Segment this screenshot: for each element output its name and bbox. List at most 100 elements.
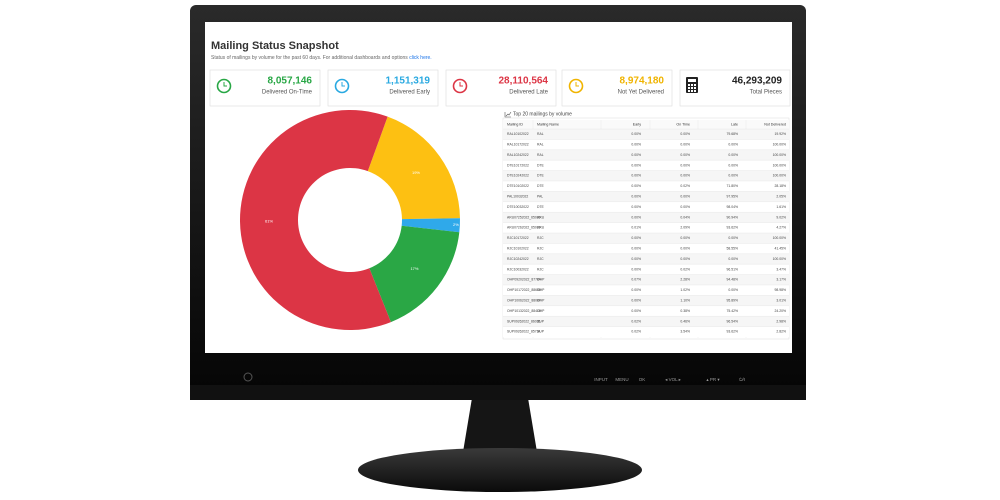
power-indicator <box>243 372 253 382</box>
table-cell: 100.00% <box>773 142 786 146</box>
table-cell: OHP <box>537 278 545 282</box>
table-cell: PAL10032022 <box>507 194 528 198</box>
table-cell: 93.62% <box>727 330 739 334</box>
donut-slice <box>401 218 460 233</box>
table-cell: 0.00% <box>631 236 641 240</box>
table-cell: RJC10172022 <box>507 236 529 240</box>
table-cell: 96.54% <box>727 319 739 323</box>
table-cell: 100.00% <box>773 163 786 167</box>
table-cell: DTE <box>537 184 545 188</box>
table-cell: 0.00% <box>728 288 738 292</box>
table-cell: 100.00% <box>773 257 786 261</box>
donut-slice <box>367 116 460 220</box>
table-cell: SUP <box>537 330 545 334</box>
kpi-card <box>445 69 557 107</box>
table-cell: RJC <box>537 267 544 271</box>
table-cell: 19.92% <box>775 132 787 136</box>
table-cell: RAL10172022 <box>507 142 529 146</box>
kpi-icon-hand <box>575 82 579 87</box>
table-cell: DTE <box>537 174 545 178</box>
slice-label: 17% <box>410 266 418 271</box>
table-cell: RJC10032022 <box>507 267 529 271</box>
kpi-value: 46,293,209 <box>732 76 782 87</box>
slice-label: 2% <box>453 222 459 227</box>
table-cell: OHP09202022_87784 <box>507 278 541 282</box>
table-cell: RAL <box>537 132 544 136</box>
bezel-button: ▴ PR ▾ <box>706 377 720 382</box>
table-row <box>503 139 789 150</box>
table-cell: 1.10% <box>680 298 690 302</box>
table-cell: 0.00% <box>631 132 641 136</box>
table-cell: OHP10132022_88418 <box>507 309 541 313</box>
table-cell: 0.00% <box>728 174 738 178</box>
table-cell: 0.07% <box>631 278 641 282</box>
table-row <box>503 326 789 337</box>
subtitle-text: Status of mailings by volume for the pas… <box>211 55 408 61</box>
table-cell: 0.00% <box>680 163 690 167</box>
table-cell: 0.00% <box>680 246 690 250</box>
table-cell: 0.00% <box>680 257 690 261</box>
calculator-key <box>691 84 693 86</box>
table-cell: 3.47% <box>776 267 786 271</box>
kpi-value: 28,110,564 <box>499 76 549 87</box>
table-cell: 0.00% <box>631 184 641 188</box>
table-cell: 0.00% <box>680 132 690 136</box>
kpi-value: 1,151,319 <box>386 76 431 87</box>
table-row <box>503 274 789 285</box>
table-cell: 9.02% <box>776 215 786 219</box>
slice-label: 61% <box>265 218 273 223</box>
table-cell: 0.00% <box>631 257 641 261</box>
table-row <box>503 212 789 223</box>
table-cell: 2.09% <box>680 226 690 230</box>
table-cell: OHP <box>537 309 545 313</box>
table-row <box>503 160 789 171</box>
table-cell: 71.80% <box>727 184 739 188</box>
table-cell: 0.00% <box>631 215 641 219</box>
table-cell: 0.00% <box>631 246 641 250</box>
table-row <box>503 233 789 244</box>
table-cell: 94.48% <box>727 278 739 282</box>
column-header: On Time <box>676 122 690 126</box>
page-title: Mailing Status Snapshot <box>211 40 339 52</box>
kpi-icon <box>334 78 350 94</box>
table-cell: 90.94% <box>727 215 739 219</box>
table-cell: SUP09262022_86035 <box>507 319 540 323</box>
table-cell: 0.00% <box>728 142 738 146</box>
table-cell: RJC <box>537 246 544 250</box>
calculator-key <box>694 84 696 86</box>
table-cell: 97.95% <box>727 194 739 198</box>
table-cell: ARU <box>537 226 545 230</box>
table-cell: 24.20% <box>775 309 787 313</box>
table-cell: 0.46% <box>680 319 690 323</box>
table-cell: RJC <box>537 257 544 261</box>
kpi-card <box>327 69 439 107</box>
table-cell: 98.04% <box>727 205 739 209</box>
donut-slice <box>240 110 391 330</box>
bezel-button: OK <box>639 377 646 382</box>
calculator-screen <box>688 79 696 82</box>
chart-icon <box>504 111 512 118</box>
kpi-label: Not Yet Delivered <box>618 90 664 96</box>
table-cell: 0.00% <box>680 236 690 240</box>
dashboard-link[interactable]: click here. <box>409 55 432 61</box>
table-cell: OHP10062022_88087 <box>507 298 541 302</box>
table-row <box>503 181 789 192</box>
table-cell: 0.00% <box>728 163 738 167</box>
table-cell: 0.00% <box>680 142 690 146</box>
column-header: Not Delivered <box>764 122 786 126</box>
page-subtitle: Status of mailings by volume for the pas… <box>211 55 432 61</box>
table-row <box>503 253 789 265</box>
kpi-card <box>679 69 791 107</box>
calculator-key <box>688 90 690 92</box>
table-cell: 0.00% <box>631 288 641 292</box>
column-header: Late <box>731 122 738 126</box>
kpi-icon <box>452 78 468 94</box>
table-cell: 2.05% <box>776 194 786 198</box>
table-cell: 28.18% <box>775 184 787 188</box>
calculator-key <box>691 87 693 89</box>
calculator-key <box>688 84 690 86</box>
table-cell: 41.45% <box>775 246 787 250</box>
table-cell: 0.00% <box>728 153 738 157</box>
